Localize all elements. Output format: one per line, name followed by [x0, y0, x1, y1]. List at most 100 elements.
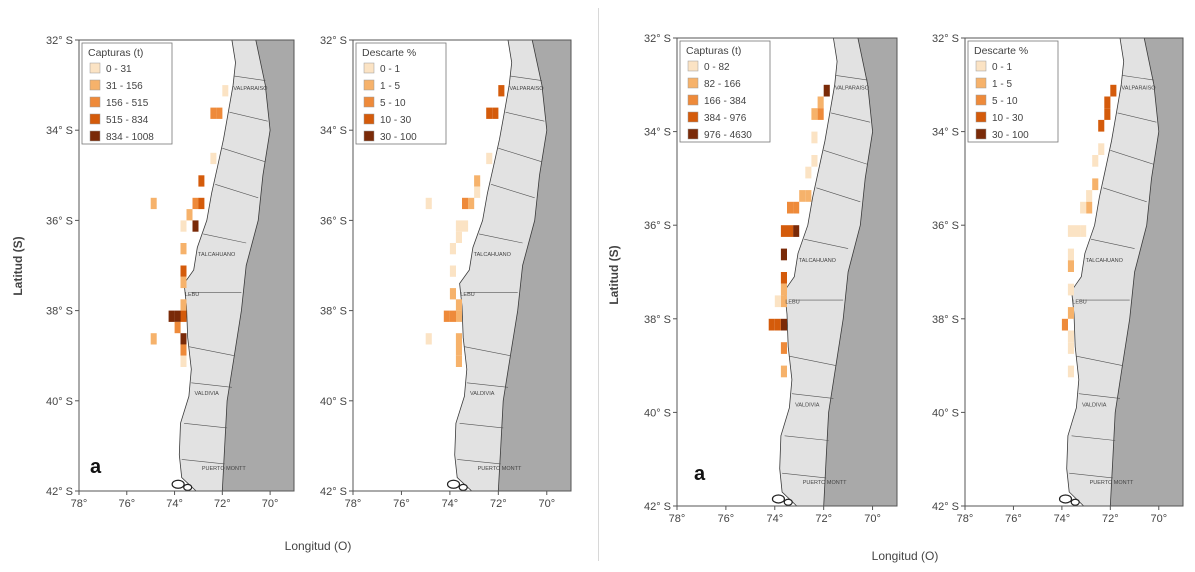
east-territory [823, 38, 897, 506]
city-label: LEBU [460, 292, 474, 298]
grid-cell [455, 299, 462, 311]
grid-cell [1080, 225, 1087, 237]
y-tick-label: 32° S [644, 33, 671, 45]
region-boundary [457, 459, 501, 465]
grid-cell [425, 197, 432, 210]
legend-label: 976 - 4630 [704, 130, 752, 141]
grid-cell [455, 310, 462, 322]
region-boundary [234, 75, 266, 81]
legend-swatch [975, 77, 987, 89]
grid-cell [210, 152, 217, 165]
y-tick-label: 34° S [644, 127, 671, 139]
y-axis-title: Latitud (S) [607, 245, 621, 304]
legend-swatch [363, 113, 375, 125]
grid-cell [787, 201, 794, 214]
x-tick-label: 76° [118, 498, 135, 510]
island-icon [783, 498, 793, 506]
city-label: TALCAHUANO [198, 252, 236, 258]
grid-cell [1067, 248, 1074, 261]
legend-label: 0 - 31 [106, 64, 132, 75]
grid-cell [811, 131, 818, 144]
grid-cell [780, 342, 787, 354]
east-territory [1110, 38, 1183, 506]
city-label: VALPARAISO [1122, 86, 1157, 92]
grid-cell [455, 355, 462, 367]
region-boundary [1071, 435, 1116, 441]
legend-swatch [975, 111, 987, 123]
legend-label: 834 - 1008 [106, 132, 154, 143]
city-label: PUERTO MONTT [478, 466, 522, 472]
island-icon [171, 479, 185, 489]
legend-title: Descarte % [362, 47, 416, 59]
city-label: VALPARAISO [233, 86, 268, 92]
grid-cell [1104, 96, 1111, 109]
plot-frame [676, 37, 898, 507]
chile-land [454, 39, 548, 492]
map-plot: VALPARAISO TALCAHUANO LEBU VALDIVIA PUERTO M… [644, 33, 898, 525]
y-tick-label: 32° S [932, 33, 959, 45]
x-tick-label: 74° [166, 498, 183, 510]
grid-cell [192, 220, 199, 232]
grid-cell [1067, 365, 1074, 378]
region-boundary [1078, 393, 1121, 399]
east-territory [222, 40, 294, 491]
panel-divider [598, 8, 599, 561]
grid-cell [150, 333, 157, 345]
region-boundary [222, 147, 266, 163]
x-tick-label: 78° [957, 513, 974, 525]
legend-swatch [687, 94, 699, 106]
region-boundary [782, 472, 827, 479]
island-icon [183, 483, 193, 491]
legend: Capturas (t) 0 - 82 82 - 166 166 - 384 384 -… [679, 40, 771, 143]
grid-cell [180, 220, 187, 232]
grid-cell [780, 318, 787, 331]
grid-cell [443, 310, 450, 322]
grid-cell [192, 197, 199, 210]
grid-cell [180, 355, 187, 367]
legend-swatch [363, 79, 375, 91]
plot-frame [352, 39, 572, 492]
region-boundary [478, 233, 523, 244]
grid-cell [780, 225, 787, 237]
grid-cell [780, 295, 787, 308]
y-tick-label: 34° S [320, 125, 347, 137]
grid-cell [492, 107, 499, 119]
grid-cell [449, 310, 456, 322]
grid-cell [1067, 283, 1074, 296]
island-icon [1070, 498, 1080, 506]
city-label: PUERTO MONTT [202, 466, 246, 472]
grid-cell [174, 321, 181, 334]
x-tick-label: 76° [393, 498, 410, 510]
grid-cell [1067, 225, 1074, 237]
grid-cell [198, 197, 205, 210]
x-tick-label: 76° [718, 513, 735, 525]
x-tick-label: 74° [1054, 513, 1071, 525]
grid-cell [780, 365, 787, 378]
x-axis-title: Longitud (O) [872, 549, 939, 563]
y-tick-label: 42° S [644, 501, 671, 513]
city-label: VALDIVIA [194, 391, 219, 397]
region-boundary [1076, 355, 1123, 366]
region-boundary [498, 147, 542, 163]
region-boundary [188, 346, 235, 356]
map-plot: VALPARAISO TALCAHUANO LEBU VALDIVIA PUERTO M… [320, 35, 572, 510]
region-boundary [789, 355, 836, 366]
grid-cell [799, 190, 806, 202]
grid-cell [1098, 119, 1105, 132]
region-boundary [184, 423, 228, 429]
region-boundary [1103, 187, 1147, 203]
grid-cell [1067, 307, 1074, 319]
x-tick-label: 74° [442, 498, 459, 510]
city-label: VALDIVIA [1082, 403, 1107, 409]
legend-box [355, 42, 447, 145]
x-tick-label: 70° [538, 498, 555, 510]
legend-label: 10 - 30 [380, 115, 412, 126]
grid-cell [774, 318, 781, 331]
x-axis-title: Longitud (O) [285, 539, 352, 553]
grid-cell [180, 265, 187, 277]
region-boundary [466, 382, 509, 388]
grid-cell [468, 197, 475, 210]
city-label: TALCAHUANO [474, 252, 512, 258]
grid-cell [462, 220, 469, 232]
grid-cell [1104, 108, 1111, 120]
